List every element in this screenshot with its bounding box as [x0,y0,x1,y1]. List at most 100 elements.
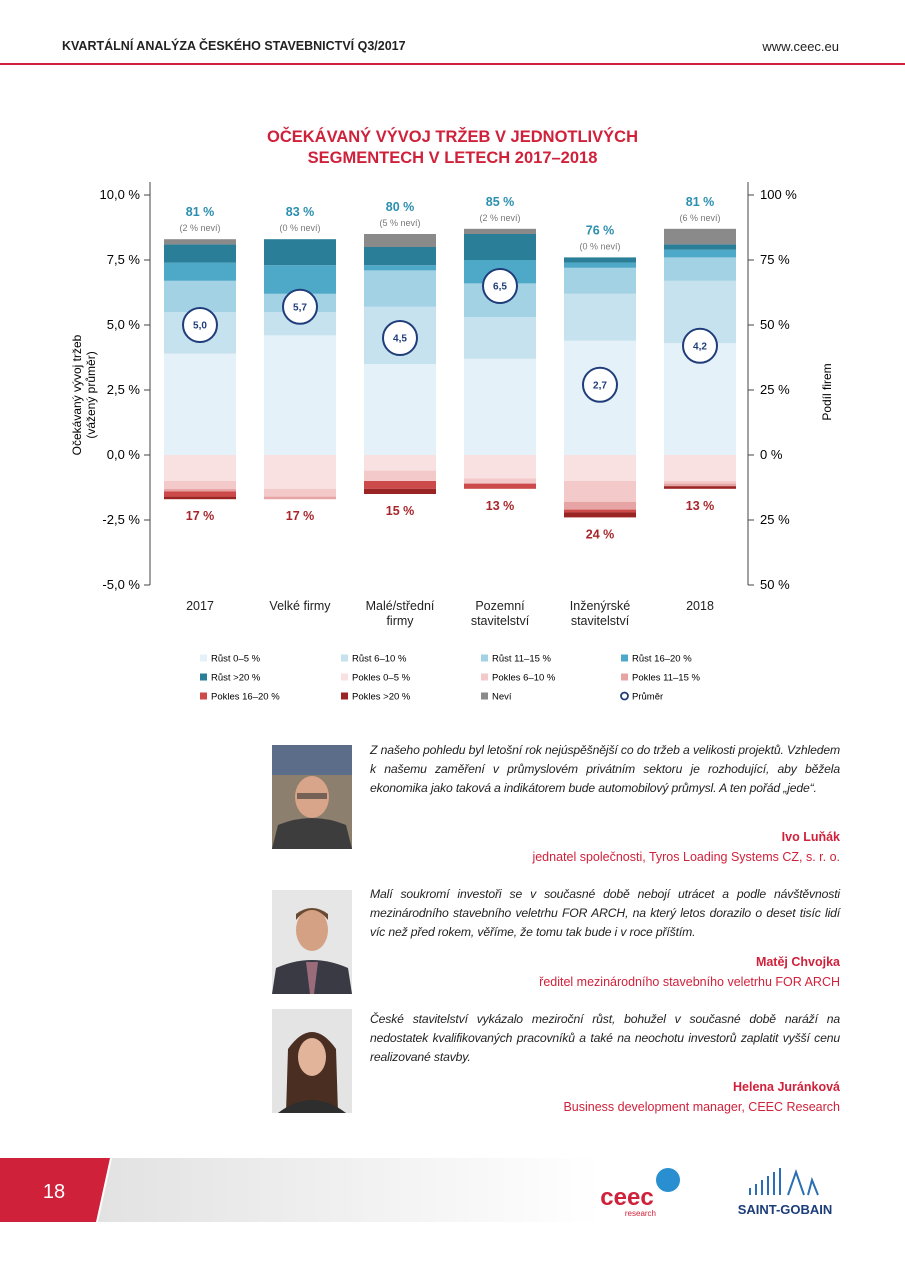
growth-label: 83 % [286,205,315,219]
logo-sg: SAINT-GOBAIN [738,1202,833,1217]
bar-segment [664,481,736,484]
growth-label: 80 % [386,200,415,214]
y2-tick-label: 25 % [760,512,790,527]
bar-segment [664,483,736,487]
y2-tick-label: 50 % [760,317,790,332]
bar-segment [464,317,536,359]
header-url: www.ceec.eu [762,39,839,54]
photo [272,1009,352,1113]
legend-swatch [341,673,348,681]
legend-swatch [620,691,629,701]
header-title: KVARTÁLNÍ ANALÝZA ČESKÉHO STAVEBNICTVÍ Q… [62,39,406,53]
footer-block [0,1158,110,1222]
bar-segment [164,481,236,489]
legend-swatch [341,654,348,662]
bar-segment [464,234,536,260]
legend-label: Pokles 11–15 % [632,673,701,684]
y2-tick-label: 75 % [760,252,790,267]
quote-name: Matěj Chvojka [755,955,840,969]
legend-label: Růst 0–5 % [211,654,261,665]
legend-label: Pokles 0–5 % [352,673,411,684]
mean-marker [182,307,218,343]
legend-swatch [481,692,488,700]
mean-label: 5,0 [193,321,207,332]
bar-segment [564,257,636,263]
legend-label: Neví [492,692,512,703]
legend-swatch [200,692,207,700]
decline-label: 17 % [186,509,215,523]
y2-tick-label: 25 % [760,382,790,397]
mean-marker [382,320,418,356]
legend-swatch [200,673,207,681]
growth-label: 76 % [586,223,615,237]
quote-name: Ivo Luňák [781,830,840,844]
growth-label: 81 % [186,205,215,219]
legend-label: Růst 16–20 % [632,654,692,665]
y-tick-label: 5,0 % [107,317,141,332]
chart-title: OČEKÁVANÝ VÝVOJ TRŽEB V JEDNOTLIVÝCH [266,128,638,146]
bar-segment [564,267,636,294]
mean-marker [582,366,618,403]
photo [272,890,352,994]
footer: 18 ceec research SAINT-GOBAIN [0,1158,833,1222]
x-tick-label: Malé/střední firmy [365,599,435,628]
bar-segment [564,293,636,341]
decline-label: 17 % [286,509,315,523]
legend-swatch [200,654,207,662]
bar-segment [464,228,536,234]
bar-segment [664,249,736,258]
y-tick-label: -2,5 % [102,512,140,527]
unknown-label: (5 % neví) [379,218,420,228]
bar-segment [364,455,436,471]
bar-segment [364,265,436,271]
bar-segment [164,496,236,500]
legend-label: Průměr [632,692,663,703]
header-rule [0,63,905,65]
y2-axis-label: Podíl firem [820,363,834,420]
legend-label: Růst >20 % [211,673,261,684]
mean-marker [282,288,318,325]
quote-text: České stavitelství vykázalo meziroční rů… [370,1012,840,1064]
bar-segment [664,486,736,489]
legend-swatch [621,654,628,662]
legend-swatch [621,673,628,681]
decline-label: 13 % [486,499,515,513]
legend-swatch [341,692,348,700]
bar-segment [364,270,436,307]
unknown-label: (0 % neví) [279,223,320,233]
bar-segment [164,239,236,245]
quote-role: jednatel společnosti, Tyros Loading Syst… [532,850,840,864]
growth-label: 81 % [686,195,715,209]
chart-title: SEGMENTECH V LETECH 2017–2018 [307,149,598,167]
quote-role: ředitel mezinárodního stavebního veletrh… [539,975,840,989]
bar-segment [164,455,236,481]
logo-icon [656,1168,680,1192]
x-tick-label: 2018 [686,599,714,613]
unknown-label: (2 % neví) [479,213,520,223]
legend-label: Růst 6–10 % [352,654,407,665]
bar-segment [364,481,436,489]
x-tick-label: 2017 [186,599,214,613]
x-tick-label: Pozemní stavitelství [470,599,530,628]
bar-segment [264,239,336,266]
mean-marker [682,327,718,364]
x-tick-label: Inženýrské stavitelství [569,599,631,628]
bar-segment [464,483,536,489]
y-axis-label: (vážený průměr) [84,351,98,438]
mean-label: 4,5 [393,334,407,345]
y-tick-label: 2,5 % [107,382,141,397]
bar-segment [164,280,236,312]
bar-segment [364,234,436,247]
mean-label: 4,2 [693,341,707,352]
bar-segment [664,257,736,281]
legend-label: Růst 11–15 % [492,654,552,665]
legend-label: Pokles >20 % [352,692,411,703]
growth-label: 85 % [486,195,515,209]
mean-label: 6,5 [493,282,507,293]
quote-role: Business development manager, CEEC Resea… [563,1100,840,1114]
bar-segment [164,491,236,497]
bar-segment [364,488,436,494]
bar-segment [364,470,436,481]
